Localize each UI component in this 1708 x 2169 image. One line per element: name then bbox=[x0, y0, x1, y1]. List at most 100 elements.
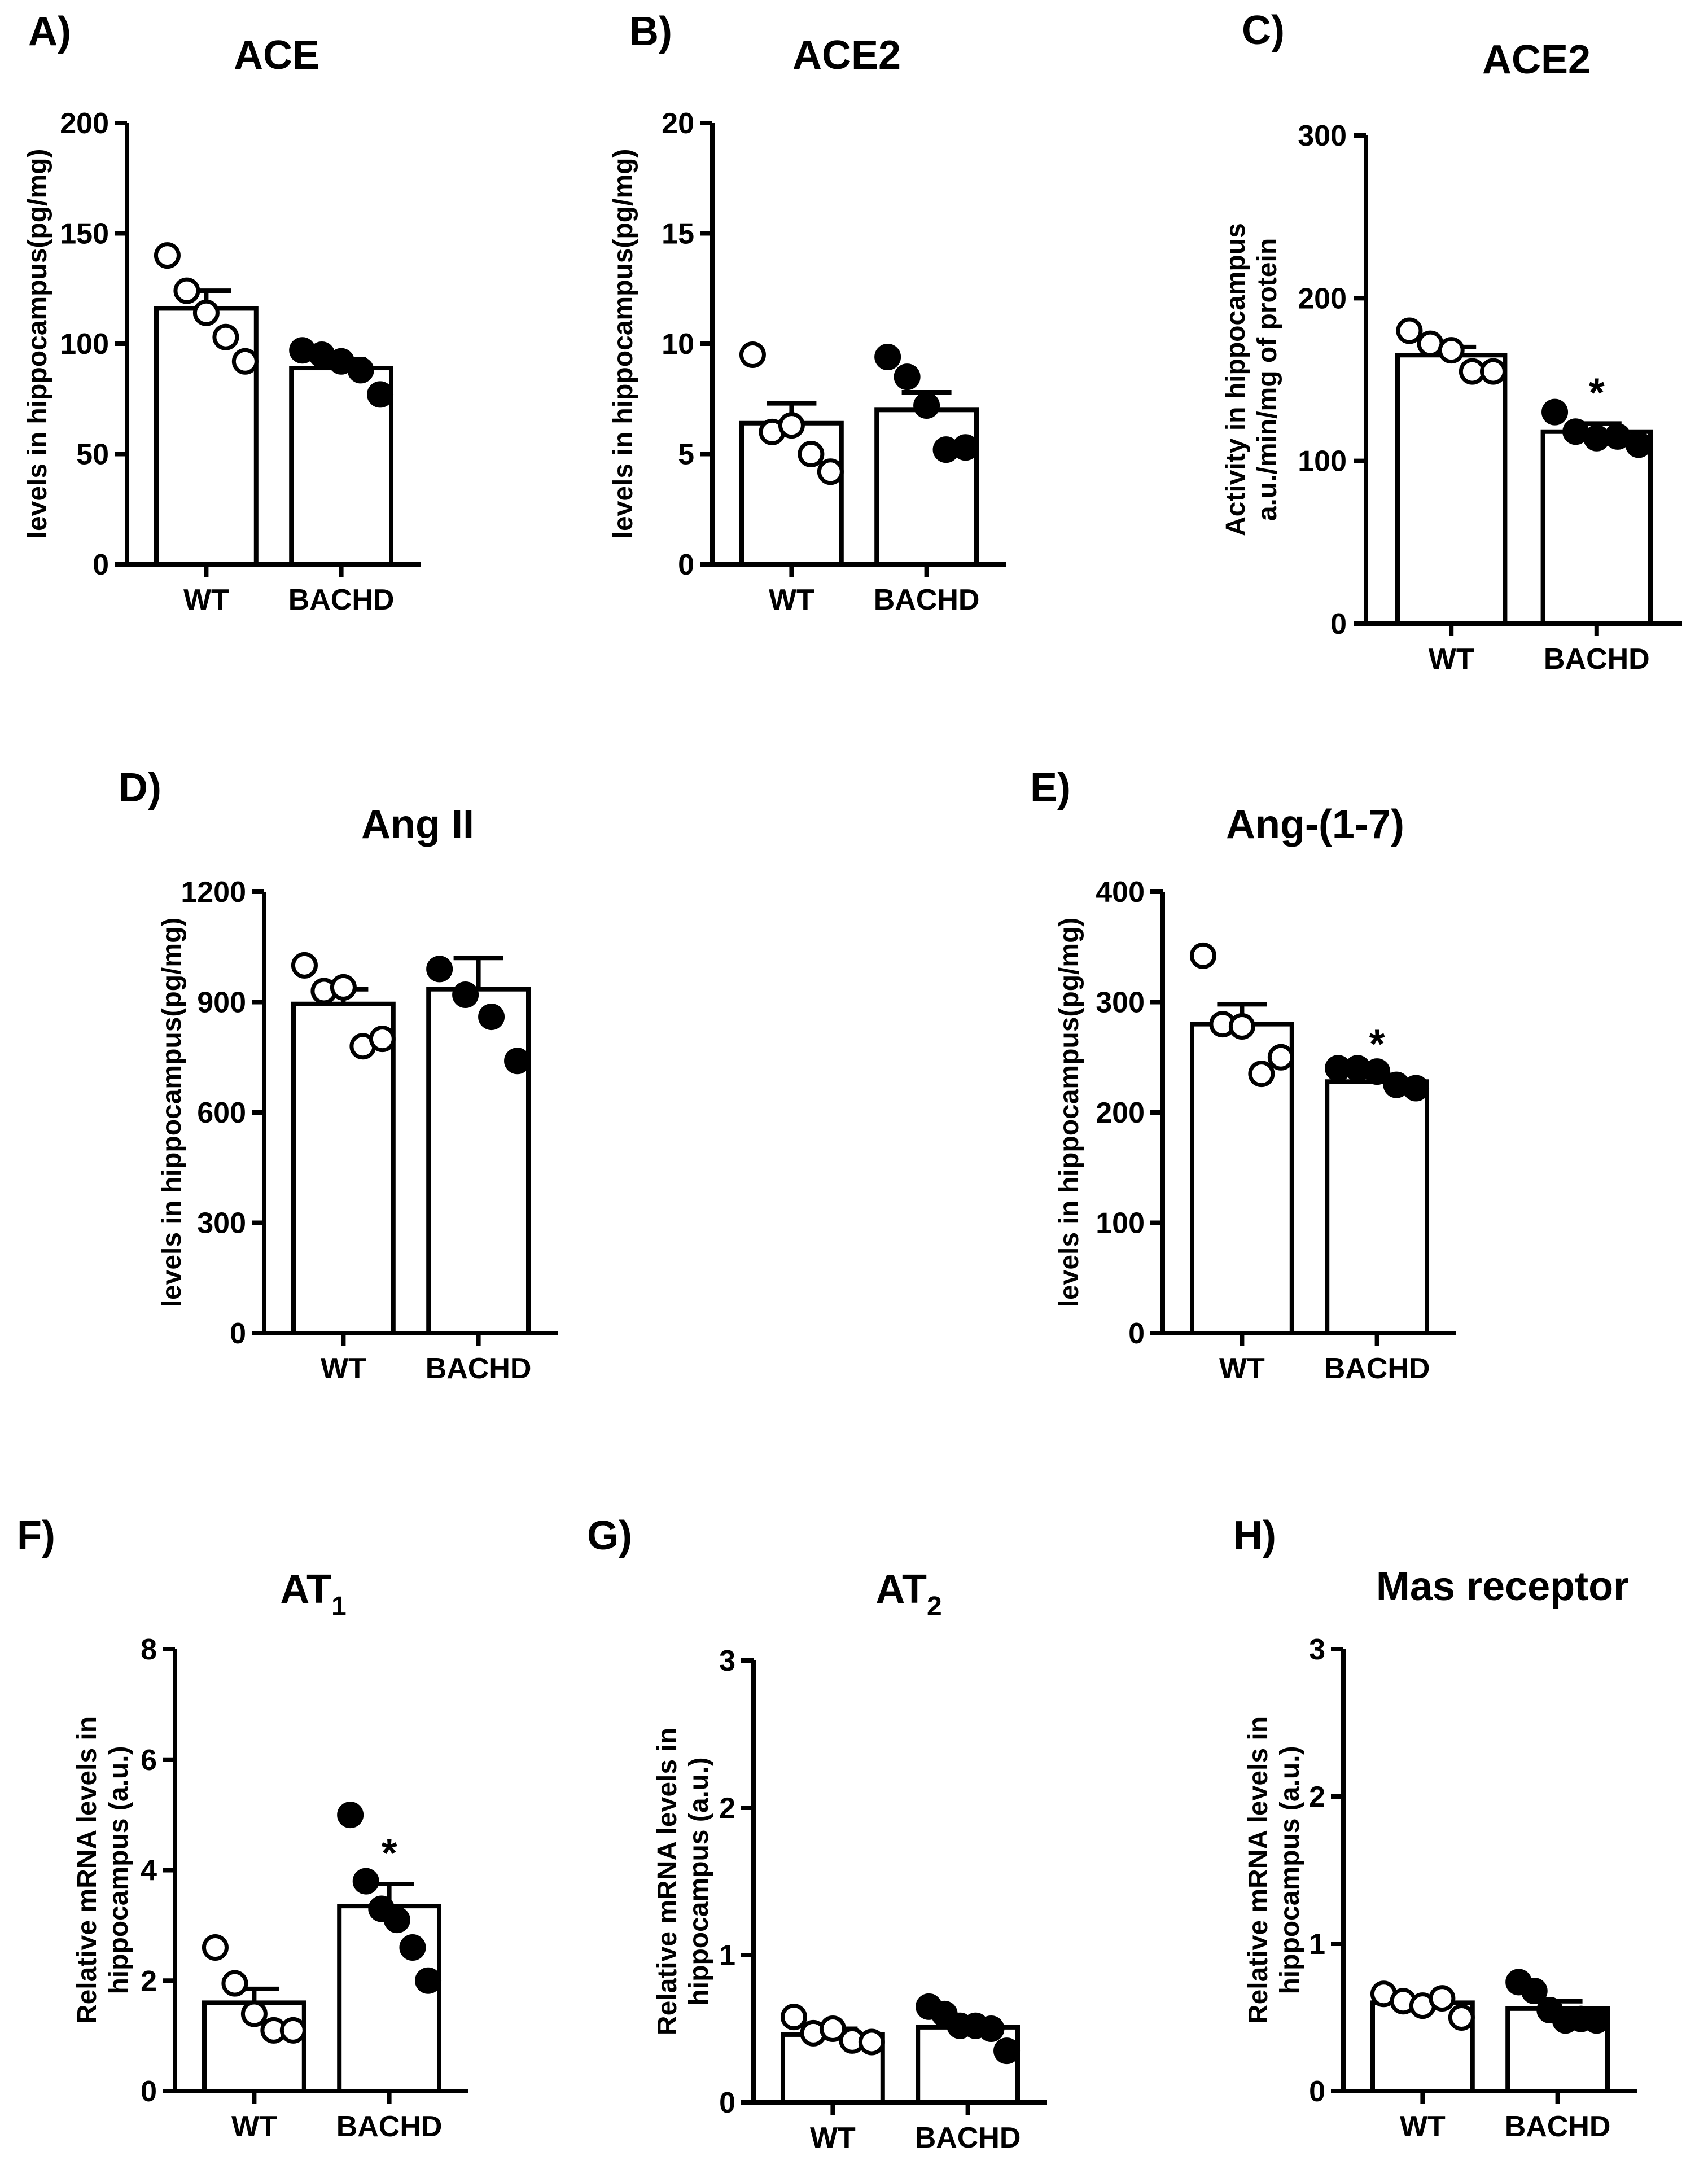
y-tick-label: 200 bbox=[60, 107, 109, 140]
y-tick-label: 200 bbox=[1096, 1097, 1145, 1129]
x-tick-label-bachd: BACHD bbox=[1544, 643, 1650, 676]
bar-wt bbox=[1190, 1022, 1294, 1335]
bar-wt bbox=[154, 306, 259, 567]
y-tick-label: 15 bbox=[662, 218, 694, 251]
data-point-bachd bbox=[383, 1907, 410, 1934]
chart-title: AT1 bbox=[280, 1567, 346, 1622]
data-point-bachd bbox=[452, 981, 479, 1008]
data-point-bachd bbox=[952, 434, 979, 461]
data-point-wt bbox=[221, 1970, 248, 1997]
data-point-bachd bbox=[874, 343, 901, 370]
data-point-bachd bbox=[1541, 398, 1569, 426]
chart-title: ACE2 bbox=[792, 33, 901, 78]
data-point-wt bbox=[819, 2015, 846, 2042]
data-point-wt bbox=[231, 348, 259, 375]
panel-b: B) ACE2 levels in hippocampus(pg/mg) 0 5 10 15… bbox=[608, 9, 1006, 616]
y-tick-label: 0 bbox=[1128, 1317, 1145, 1350]
y-tick-label: 10 bbox=[662, 328, 694, 361]
y-tick-label: 4 bbox=[141, 1855, 157, 1887]
data-point-bachd bbox=[978, 2015, 1005, 2042]
x-tick-label-bachd: BACHD bbox=[874, 584, 980, 616]
x-tick-label-bachd: BACHD bbox=[915, 2122, 1021, 2154]
y-tick-label: 3 bbox=[1309, 1633, 1325, 1666]
bar-wt bbox=[739, 420, 844, 567]
y-tick-label: 150 bbox=[60, 218, 109, 251]
data-point-bachd bbox=[1521, 1978, 1548, 2005]
data-point-wt bbox=[1189, 942, 1216, 969]
x-tick-label-wt: WT bbox=[1219, 1352, 1265, 1385]
data-point-bachd bbox=[478, 1004, 505, 1031]
data-point-bachd bbox=[415, 1967, 442, 1994]
data-point-wt bbox=[858, 2028, 885, 2056]
data-point-bachd bbox=[352, 1868, 379, 1895]
y-axis-label: levels in hippocampus(pg/mg) bbox=[23, 149, 52, 539]
y-tick-label: 200 bbox=[1298, 282, 1347, 315]
chart-title: Mas receptor bbox=[1376, 1564, 1629, 1609]
y-tick-label: 0 bbox=[1309, 2075, 1325, 2108]
panel-label: G) bbox=[587, 1513, 632, 1558]
panel-label: C) bbox=[1242, 8, 1285, 53]
y-tick-label: 2 bbox=[719, 1792, 735, 1825]
data-point-wt bbox=[173, 277, 200, 304]
y-tick-label: 100 bbox=[1298, 445, 1347, 478]
data-point-wt bbox=[279, 2017, 306, 2044]
y-tick-label: 100 bbox=[1096, 1207, 1145, 1240]
data-point-wt bbox=[1267, 1044, 1294, 1071]
y-axis-label: Relative mRNA levels in bbox=[1243, 1716, 1273, 2024]
panel-f: F) AT1 Relative mRNA levels in hippocampus … bbox=[17, 1513, 468, 2143]
data-point-bachd bbox=[347, 357, 374, 384]
y-axis-label: hippocampus (a.u.) bbox=[684, 1757, 714, 2005]
significance-marker: * bbox=[382, 1831, 397, 1876]
x-tick-label-wt: WT bbox=[183, 584, 229, 616]
chart-title: ACE bbox=[234, 33, 319, 78]
panel-label: B) bbox=[629, 9, 672, 54]
y-axis-label: Relative mRNA levels in bbox=[652, 1728, 682, 2035]
y-axis-label: Activity in hippocampus bbox=[1221, 223, 1251, 536]
data-point-bachd bbox=[913, 392, 940, 419]
x-tick-label-wt: WT bbox=[1429, 643, 1474, 676]
y-tick-label: 0 bbox=[678, 549, 694, 581]
data-point-wt bbox=[1429, 1985, 1456, 2012]
y-tick-label: 300 bbox=[197, 1207, 246, 1240]
panel-g: G) AT2 Relative mRNA levels in hippocampus … bbox=[587, 1513, 1047, 2154]
data-point-wt bbox=[330, 974, 357, 1001]
bar-wt bbox=[781, 2032, 885, 2105]
x-tick-label-bachd: BACHD bbox=[336, 2110, 443, 2143]
bar-bachd bbox=[337, 1904, 442, 2093]
y-tick-label: 0 bbox=[719, 2087, 735, 2119]
bar-wt bbox=[1395, 353, 1508, 626]
data-point-wt bbox=[369, 1026, 396, 1053]
panel-a: A) ACE levels in hippocampus(pg/mg) 0 50 100 1… bbox=[23, 9, 421, 616]
data-point-wt bbox=[291, 952, 318, 979]
panel-h: H) Mas receptor Relative mRNA levels in hip… bbox=[1233, 1513, 1637, 2143]
data-point-bachd bbox=[1364, 1058, 1391, 1085]
data-point-wt bbox=[192, 299, 220, 326]
bar-wt bbox=[291, 1001, 396, 1335]
data-point-bachd bbox=[993, 2037, 1021, 2065]
panel-d: D) Ang II levels in hippocampus(pg/mg) 0 300… bbox=[119, 765, 558, 1385]
y-tick-label: 1 bbox=[719, 1939, 735, 1972]
y-axis-label: levels in hippocampus(pg/mg) bbox=[1054, 918, 1084, 1308]
data-point-wt bbox=[202, 1934, 229, 1961]
data-point-bachd bbox=[894, 363, 921, 391]
significance-marker: * bbox=[1589, 370, 1605, 415]
x-tick-label-bachd: BACHD bbox=[426, 1352, 532, 1385]
data-point-bachd bbox=[1625, 431, 1652, 458]
y-tick-label: 2 bbox=[141, 1965, 157, 1997]
x-tick-label-wt: WT bbox=[1400, 2110, 1446, 2143]
y-tick-label: 100 bbox=[60, 328, 109, 361]
x-tick-label-wt: WT bbox=[810, 2122, 856, 2154]
bar-bachd bbox=[426, 987, 531, 1335]
y-tick-label: 0 bbox=[230, 1317, 246, 1350]
x-tick-label-wt: WT bbox=[321, 1352, 366, 1385]
y-axis-label: hippocampus (a.u.) bbox=[104, 1746, 134, 1994]
panel-label: H) bbox=[1233, 1513, 1276, 1558]
y-tick-label: 0 bbox=[141, 2075, 157, 2108]
x-tick-label-bachd: BACHD bbox=[1505, 2110, 1611, 2143]
x-tick-label-wt: WT bbox=[231, 2110, 277, 2143]
y-tick-label: 6 bbox=[141, 1744, 157, 1777]
data-point-wt bbox=[1228, 1013, 1255, 1040]
y-tick-label: 300 bbox=[1096, 987, 1145, 1019]
data-point-wt bbox=[780, 2004, 807, 2031]
